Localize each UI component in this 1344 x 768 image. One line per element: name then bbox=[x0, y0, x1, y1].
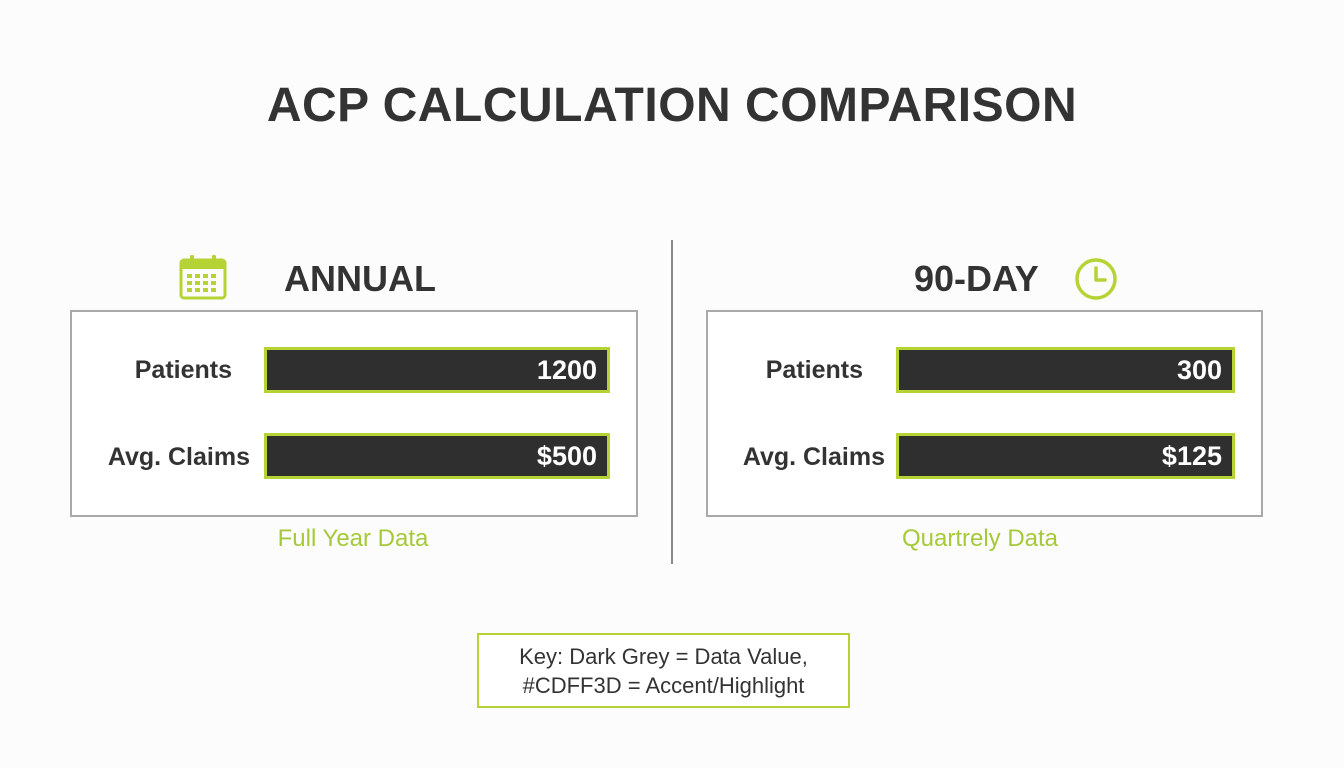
panel-divider bbox=[671, 240, 673, 564]
page-title: ACP CALCULATION COMPARISON bbox=[266, 79, 1078, 132]
clock-icon bbox=[1075, 258, 1117, 300]
key-line-2: #CDFF3D = Accent/Highlight bbox=[522, 672, 805, 698]
ninety-day-avg-claims-bar: $125 bbox=[896, 433, 1235, 479]
annual-avg-claims-bar: $500 bbox=[264, 433, 610, 479]
annual-patients-label: Patients bbox=[134, 356, 232, 384]
ninety-day-caption: Quartrely Data bbox=[901, 525, 1059, 552]
ninety-day-patients-label: Patients bbox=[765, 356, 863, 384]
legend-key: Key: Dark Grey = Data Value, #CDFF3D = A… bbox=[477, 633, 850, 708]
ninety-day-avg-claims-label: Avg. Claims bbox=[742, 443, 885, 471]
annual-panel bbox=[70, 310, 638, 517]
annual-patients-bar: 1200 bbox=[264, 347, 610, 393]
key-line-1: Key: Dark Grey = Data Value, bbox=[519, 643, 808, 669]
annual-caption: Full Year Data bbox=[277, 525, 429, 552]
calendar-icon bbox=[179, 255, 227, 300]
ninety-day-panel bbox=[706, 310, 1263, 517]
ninety-day-patients-bar: 300 bbox=[896, 347, 1235, 393]
annual-avg-claims-label: Avg. Claims bbox=[107, 443, 250, 471]
ninety-day-heading: 90-DAY bbox=[914, 258, 1039, 299]
annual-heading: ANNUAL bbox=[284, 258, 436, 299]
